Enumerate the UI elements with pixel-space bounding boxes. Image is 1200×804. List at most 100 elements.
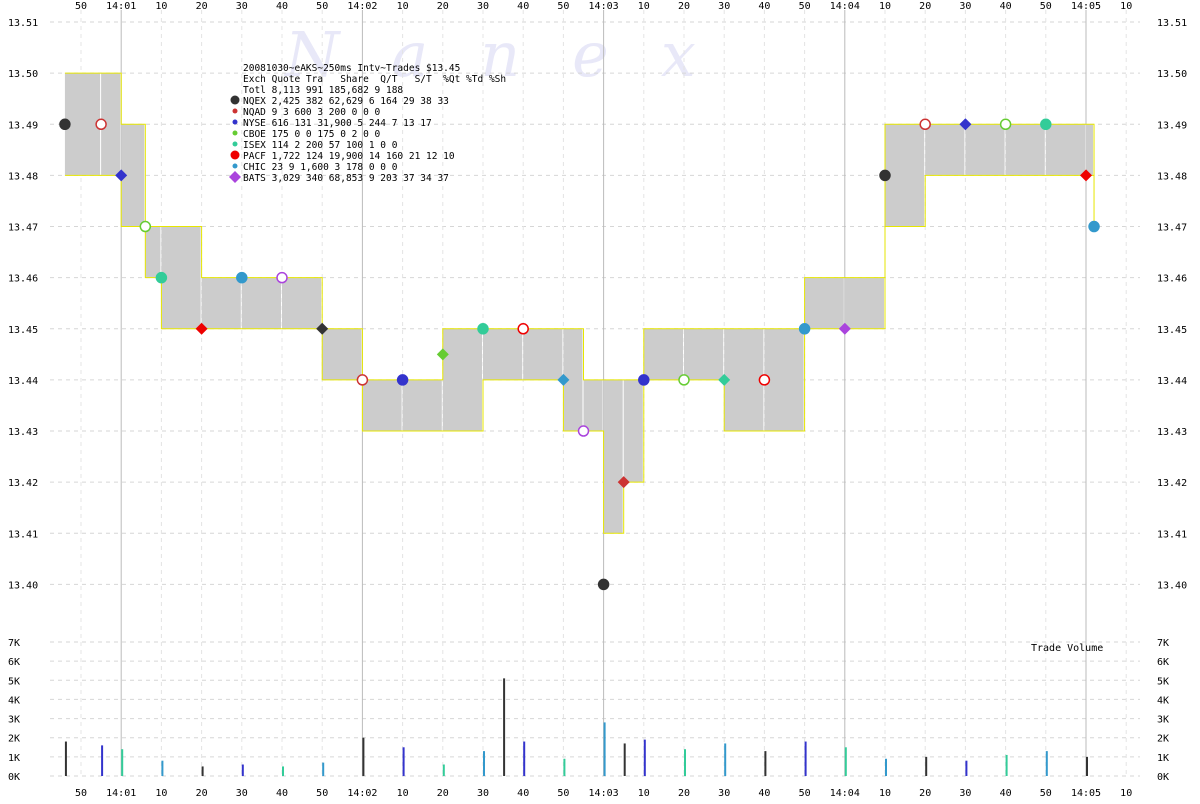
x-tick-label-bottom: 40 bbox=[1000, 788, 1012, 799]
volume-bar bbox=[101, 745, 104, 776]
legend-row-nyse: NYSE 616 131 31,900 5 244 7 13 17 bbox=[243, 118, 432, 129]
trade-marker bbox=[999, 118, 1012, 131]
volume-bar bbox=[724, 743, 727, 776]
legend-row-isex: ISEX 114 2 200 57 100 1 0 0 bbox=[243, 140, 398, 151]
legend-marker bbox=[230, 150, 240, 160]
spread-band bbox=[145, 226, 161, 278]
volume-bar bbox=[643, 739, 646, 776]
spread-band bbox=[885, 124, 925, 227]
volume-tick-label-right: 1K bbox=[1157, 753, 1169, 764]
volume-tick-label-right: 5K bbox=[1157, 676, 1169, 687]
legend-row-pacf: PACF 1,722 124 19,900 14 160 21 12 10 bbox=[243, 151, 455, 162]
spread-band bbox=[64, 73, 101, 176]
trade-marker bbox=[577, 425, 590, 437]
legend-row-chic: CHIC 23 9 1,600 3 178 0 0 0 bbox=[243, 162, 398, 173]
y-tick-label-right: 13.47 bbox=[1157, 223, 1187, 234]
trade-marker bbox=[477, 323, 489, 335]
volume-plot bbox=[64, 678, 1088, 776]
trade-marker bbox=[195, 322, 208, 335]
legend-row-bats: BATS 3,029 340 68,853 9 203 37 34 37 bbox=[243, 173, 449, 184]
volume-bar bbox=[282, 766, 284, 776]
trade-marker bbox=[557, 373, 570, 386]
spread-band bbox=[523, 328, 563, 380]
spread-band bbox=[844, 277, 884, 329]
volume-tick-label-right: 3K bbox=[1157, 715, 1169, 726]
trade-marker bbox=[879, 169, 891, 182]
x-tick-label-bottom: 30 bbox=[959, 788, 971, 799]
x-tick-label-bottom: 40 bbox=[758, 788, 770, 799]
volume-label: Trade Volume bbox=[1031, 643, 1103, 654]
spread-band bbox=[101, 73, 121, 176]
volume-bar bbox=[623, 743, 626, 776]
x-tick-label-top: 50 bbox=[557, 1, 569, 12]
legend-marker bbox=[230, 95, 240, 105]
x-tick-label-bottom: 14:05 bbox=[1071, 788, 1101, 799]
x-tick-label-bottom: 50 bbox=[1040, 788, 1052, 799]
volume-bar bbox=[442, 764, 445, 776]
trade-marker bbox=[959, 118, 972, 131]
legend-header: Exch Quote Tra Share Q/T S/T %Qt %Td %Sh bbox=[243, 74, 506, 85]
x-tick-label-bottom: 14:01 bbox=[106, 788, 136, 799]
trade-marker bbox=[638, 374, 650, 386]
y-tick-label-right: 13.41 bbox=[1157, 529, 1187, 540]
x-tick-label-bottom: 20 bbox=[196, 788, 208, 799]
x-tick-label-top: 30 bbox=[477, 1, 489, 12]
spread-band bbox=[322, 328, 362, 380]
x-tick-label-bottom: 20 bbox=[437, 788, 449, 799]
spread-band bbox=[282, 277, 322, 329]
series-line-bid bbox=[64, 174, 1095, 534]
x-tick-label-top: 50 bbox=[799, 1, 811, 12]
volume-bar bbox=[1086, 756, 1088, 776]
volume-bar bbox=[925, 756, 928, 776]
y-tick-label-right: 13.48 bbox=[1157, 171, 1187, 182]
x-tick-label-top: 40 bbox=[517, 1, 529, 12]
trade-marker bbox=[236, 271, 248, 284]
legend-marker bbox=[232, 119, 238, 125]
spread-band bbox=[1086, 124, 1094, 176]
x-tick-label-bottom: 40 bbox=[517, 788, 529, 799]
volume-bar bbox=[764, 751, 767, 776]
volume-bar bbox=[121, 749, 124, 776]
spread-band bbox=[1045, 124, 1085, 176]
price-plot bbox=[59, 72, 1100, 591]
volume-bar bbox=[684, 749, 686, 776]
spread-band bbox=[362, 379, 402, 432]
volume-bar bbox=[322, 762, 325, 776]
trade-marker bbox=[718, 373, 731, 386]
spread-band bbox=[583, 379, 603, 432]
y-tick-label-right: 13.43 bbox=[1157, 427, 1187, 438]
x-tick-label-top: 30 bbox=[959, 1, 971, 12]
volume-bar bbox=[483, 751, 485, 776]
trade-marker bbox=[798, 323, 811, 335]
x-tick-label-top: 50 bbox=[316, 1, 328, 12]
x-tick-label-top: 20 bbox=[196, 1, 208, 12]
legend-marker bbox=[232, 130, 238, 136]
volume-tick-label-right: 4K bbox=[1157, 695, 1169, 706]
x-tick-label-bottom: 14:02 bbox=[347, 788, 377, 799]
y-tick-label-right: 13.40 bbox=[1157, 580, 1187, 591]
volume-tick-label-right: 7K bbox=[1157, 638, 1169, 649]
volume-tick-label: 7K bbox=[8, 638, 20, 649]
spread-band bbox=[442, 328, 482, 432]
spread-band bbox=[201, 277, 241, 329]
x-tick-label-bottom: 10 bbox=[397, 788, 409, 799]
volume-tick-label: 3K bbox=[8, 715, 20, 726]
volume-bar bbox=[885, 758, 887, 776]
volume-bar bbox=[523, 741, 526, 776]
x-tick-label-bottom: 10 bbox=[155, 788, 167, 799]
spread-band bbox=[121, 124, 145, 227]
trade-marker bbox=[678, 374, 690, 386]
volume-bar bbox=[1045, 751, 1048, 776]
trade-marker bbox=[139, 220, 152, 233]
legend-row-nqex: NQEX 2,425 382 62,629 6 164 29 38 33 bbox=[243, 96, 449, 107]
x-tick-label-top: 10 bbox=[638, 1, 650, 12]
spread-band bbox=[483, 328, 523, 380]
volume-bar bbox=[201, 766, 204, 776]
trade-marker bbox=[436, 348, 449, 361]
volume-tick-label-right: 0K bbox=[1157, 772, 1169, 783]
spread-band bbox=[563, 328, 583, 432]
x-tick-label-bottom: 14:03 bbox=[589, 788, 619, 799]
x-tick-label-bottom: 50 bbox=[799, 788, 811, 799]
